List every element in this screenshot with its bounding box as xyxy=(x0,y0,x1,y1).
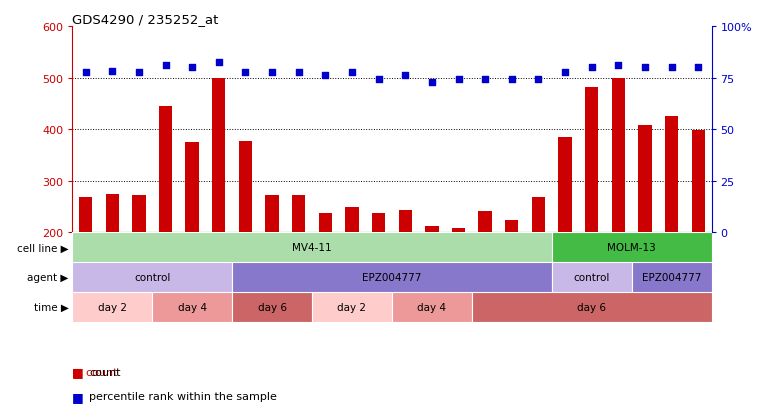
Bar xyxy=(559,138,572,336)
Point xyxy=(373,76,385,83)
Bar xyxy=(232,263,552,292)
Bar xyxy=(79,198,92,336)
Bar xyxy=(532,198,545,336)
Text: cell line ▶: cell line ▶ xyxy=(17,243,68,253)
Bar xyxy=(152,292,232,322)
Bar xyxy=(479,211,492,336)
Bar xyxy=(312,292,392,322)
Text: day 4: day 4 xyxy=(417,302,447,312)
Bar xyxy=(106,194,119,336)
Bar xyxy=(665,117,678,336)
Point xyxy=(639,65,651,71)
Text: ■: ■ xyxy=(72,365,84,378)
Point xyxy=(133,70,145,76)
Bar xyxy=(452,229,465,336)
Text: MV4-11: MV4-11 xyxy=(292,243,332,253)
Text: EPZ004777: EPZ004777 xyxy=(642,273,702,282)
Point xyxy=(479,76,492,83)
Text: MOLM-13: MOLM-13 xyxy=(607,243,656,253)
Text: ■: ■ xyxy=(72,390,84,403)
Bar xyxy=(319,214,332,336)
Point xyxy=(693,65,705,71)
Text: agent ▶: agent ▶ xyxy=(27,273,68,282)
Text: day 6: day 6 xyxy=(257,302,287,312)
Point xyxy=(612,62,624,69)
Point xyxy=(533,76,545,83)
Bar xyxy=(292,196,305,336)
Bar xyxy=(399,210,412,336)
Bar xyxy=(159,107,172,336)
Bar xyxy=(692,131,705,336)
Point xyxy=(586,65,598,71)
Bar xyxy=(552,263,632,292)
Point xyxy=(346,70,358,76)
Point xyxy=(160,62,172,69)
Bar xyxy=(239,141,252,336)
Point xyxy=(80,70,92,76)
Bar xyxy=(132,196,145,336)
Text: day 2: day 2 xyxy=(337,302,367,312)
Bar xyxy=(232,292,312,322)
Bar xyxy=(186,143,199,336)
Bar xyxy=(266,196,279,336)
Bar xyxy=(505,221,518,336)
Bar xyxy=(552,233,712,263)
Point xyxy=(559,70,571,76)
Point xyxy=(320,73,332,79)
Text: day 6: day 6 xyxy=(577,302,607,312)
Point xyxy=(213,59,225,66)
Text: count: count xyxy=(89,367,120,377)
Text: time ▶: time ▶ xyxy=(33,302,68,312)
Text: control: control xyxy=(574,273,610,282)
Point xyxy=(266,70,279,76)
Bar xyxy=(632,263,712,292)
Bar xyxy=(585,88,598,336)
Text: percentile rank within the sample: percentile rank within the sample xyxy=(89,392,277,401)
Point xyxy=(240,70,252,76)
Point xyxy=(107,69,119,76)
Bar xyxy=(472,292,712,322)
Point xyxy=(426,79,438,86)
Bar xyxy=(612,78,625,336)
Bar xyxy=(392,292,472,322)
Point xyxy=(666,65,678,71)
Text: day 4: day 4 xyxy=(177,302,207,312)
Point xyxy=(506,76,518,83)
Bar xyxy=(72,233,552,263)
Bar xyxy=(212,78,225,336)
Point xyxy=(400,73,412,79)
Point xyxy=(186,65,199,71)
Bar xyxy=(425,227,438,336)
Bar xyxy=(372,214,385,336)
Text: ■ count: ■ count xyxy=(72,367,118,377)
Text: control: control xyxy=(134,273,170,282)
Bar xyxy=(72,292,152,322)
Bar xyxy=(72,263,232,292)
Point xyxy=(293,70,305,76)
Text: day 2: day 2 xyxy=(97,302,127,312)
Text: EPZ004777: EPZ004777 xyxy=(362,273,422,282)
Text: GDS4290 / 235252_at: GDS4290 / 235252_at xyxy=(72,13,218,26)
Bar xyxy=(345,207,358,336)
Point xyxy=(453,76,465,83)
Bar xyxy=(638,126,651,336)
